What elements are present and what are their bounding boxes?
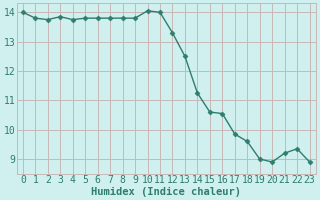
X-axis label: Humidex (Indice chaleur): Humidex (Indice chaleur) [91,186,241,197]
